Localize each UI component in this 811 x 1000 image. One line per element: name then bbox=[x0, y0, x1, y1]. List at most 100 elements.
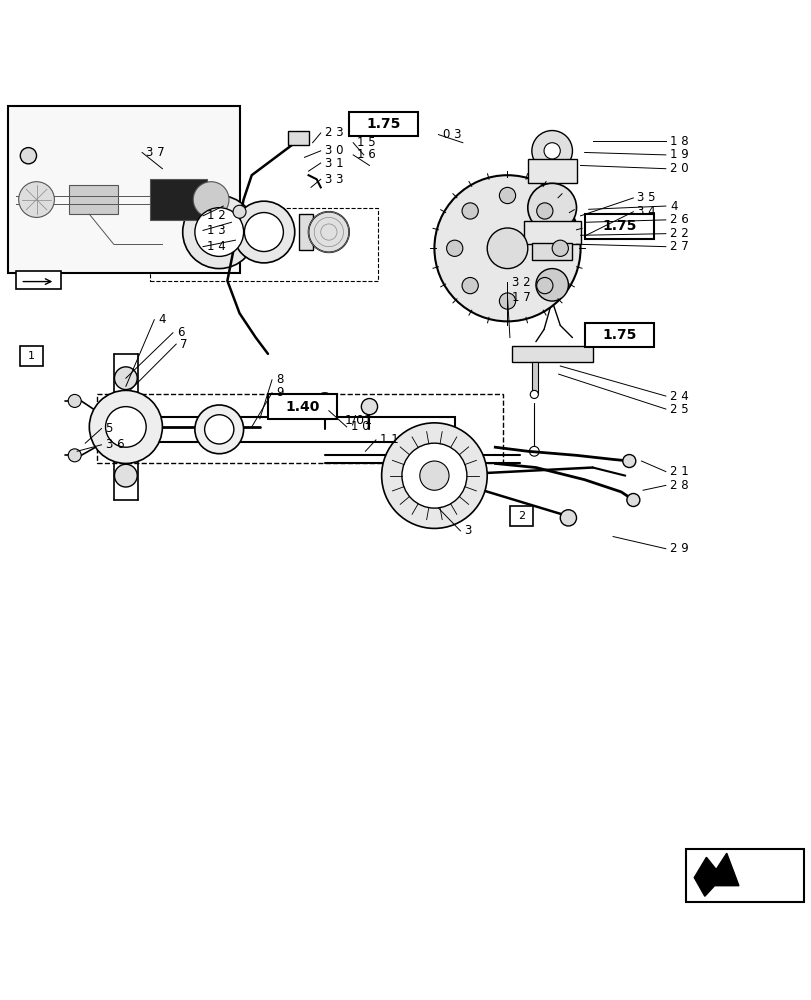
Circle shape bbox=[626, 494, 639, 506]
Circle shape bbox=[105, 407, 146, 447]
Bar bbox=[584, 323, 653, 347]
Text: 1: 1 bbox=[28, 351, 35, 361]
Bar bbox=[16, 271, 61, 289]
Circle shape bbox=[68, 394, 81, 407]
Circle shape bbox=[89, 390, 162, 463]
Circle shape bbox=[195, 208, 243, 256]
Bar bbox=[150, 179, 207, 220]
Text: 5: 5 bbox=[105, 422, 113, 435]
Text: 7: 7 bbox=[180, 338, 187, 351]
Circle shape bbox=[361, 398, 377, 415]
Text: 2 3: 2 3 bbox=[324, 126, 343, 139]
Bar bbox=[288, 131, 308, 145]
Bar bbox=[69, 185, 118, 214]
Bar bbox=[97, 394, 503, 463]
Text: 2 9: 2 9 bbox=[669, 542, 688, 555]
Circle shape bbox=[531, 131, 572, 171]
Text: 1 1: 1 1 bbox=[380, 433, 398, 446]
Text: 1 0: 1 0 bbox=[350, 420, 369, 433]
Polygon shape bbox=[693, 853, 738, 896]
Text: 1/01: 1/01 bbox=[345, 414, 372, 427]
Text: 3 2: 3 2 bbox=[511, 276, 530, 289]
Circle shape bbox=[551, 240, 568, 256]
Text: 3: 3 bbox=[464, 524, 471, 537]
Text: 1.75: 1.75 bbox=[601, 328, 636, 342]
Text: 2 0: 2 0 bbox=[669, 162, 688, 175]
Text: 1 3: 1 3 bbox=[207, 224, 225, 237]
Circle shape bbox=[535, 269, 568, 301]
Circle shape bbox=[233, 201, 294, 263]
Circle shape bbox=[308, 212, 349, 252]
Text: 6: 6 bbox=[177, 326, 184, 339]
Circle shape bbox=[434, 175, 580, 321]
Text: 1 6: 1 6 bbox=[357, 148, 375, 161]
Text: 1 5: 1 5 bbox=[357, 136, 375, 149]
Circle shape bbox=[193, 182, 229, 217]
Bar bbox=[527, 159, 576, 183]
Circle shape bbox=[530, 390, 538, 398]
Circle shape bbox=[195, 405, 243, 454]
Circle shape bbox=[244, 213, 283, 252]
Bar bbox=[8, 106, 239, 273]
Circle shape bbox=[401, 443, 466, 508]
Text: 1.75: 1.75 bbox=[601, 219, 636, 233]
Text: 3 6: 3 6 bbox=[105, 438, 124, 451]
Text: 1.40: 1.40 bbox=[285, 400, 320, 414]
Bar bbox=[509, 506, 532, 526]
Bar bbox=[531, 243, 572, 260]
Circle shape bbox=[527, 183, 576, 232]
Circle shape bbox=[315, 393, 334, 412]
Circle shape bbox=[419, 461, 448, 490]
Text: 1.75: 1.75 bbox=[366, 117, 401, 131]
Text: 3 0: 3 0 bbox=[324, 144, 343, 157]
Text: 1 7: 1 7 bbox=[511, 291, 530, 304]
Text: 3 7: 3 7 bbox=[146, 146, 165, 159]
Bar bbox=[584, 214, 653, 239]
Text: 8: 8 bbox=[276, 373, 283, 386]
Text: 1 9: 1 9 bbox=[669, 148, 688, 161]
Bar bbox=[298, 214, 313, 250]
Text: 1 4: 1 4 bbox=[207, 240, 225, 253]
Bar bbox=[150, 208, 377, 281]
Circle shape bbox=[536, 277, 552, 294]
Text: 3 3: 3 3 bbox=[324, 173, 343, 186]
Circle shape bbox=[233, 205, 246, 218]
Text: 2 8: 2 8 bbox=[669, 479, 688, 492]
Text: 3 4: 3 4 bbox=[637, 205, 655, 218]
Text: 2 7: 2 7 bbox=[669, 240, 688, 253]
Circle shape bbox=[182, 196, 255, 269]
Bar bbox=[685, 849, 803, 902]
Circle shape bbox=[536, 203, 552, 219]
Bar bbox=[20, 346, 43, 366]
Circle shape bbox=[499, 187, 515, 204]
Circle shape bbox=[461, 203, 478, 219]
Text: 1 8: 1 8 bbox=[669, 135, 688, 148]
Text: 4: 4 bbox=[158, 313, 165, 326]
Text: 2: 2 bbox=[517, 511, 524, 521]
Bar bbox=[531, 362, 538, 394]
Circle shape bbox=[114, 464, 137, 487]
Bar bbox=[523, 221, 580, 244]
Text: 2 6: 2 6 bbox=[669, 213, 688, 226]
Text: 2 4: 2 4 bbox=[669, 390, 688, 403]
Bar bbox=[511, 346, 592, 362]
Circle shape bbox=[20, 148, 36, 164]
Bar bbox=[268, 394, 337, 419]
Circle shape bbox=[622, 455, 635, 468]
Circle shape bbox=[114, 367, 137, 390]
Text: 1 2: 1 2 bbox=[207, 209, 225, 222]
Circle shape bbox=[68, 449, 81, 462]
Text: 3 5: 3 5 bbox=[637, 191, 655, 204]
Circle shape bbox=[543, 143, 560, 159]
Circle shape bbox=[487, 228, 527, 269]
Circle shape bbox=[499, 293, 515, 309]
Circle shape bbox=[446, 240, 462, 256]
Text: 4: 4 bbox=[669, 200, 676, 213]
Text: 9: 9 bbox=[276, 386, 283, 399]
Text: 0 3: 0 3 bbox=[442, 128, 461, 141]
Bar bbox=[349, 112, 418, 136]
Circle shape bbox=[19, 182, 54, 217]
Circle shape bbox=[560, 510, 576, 526]
Text: 3 1: 3 1 bbox=[324, 157, 343, 170]
Circle shape bbox=[461, 277, 478, 294]
